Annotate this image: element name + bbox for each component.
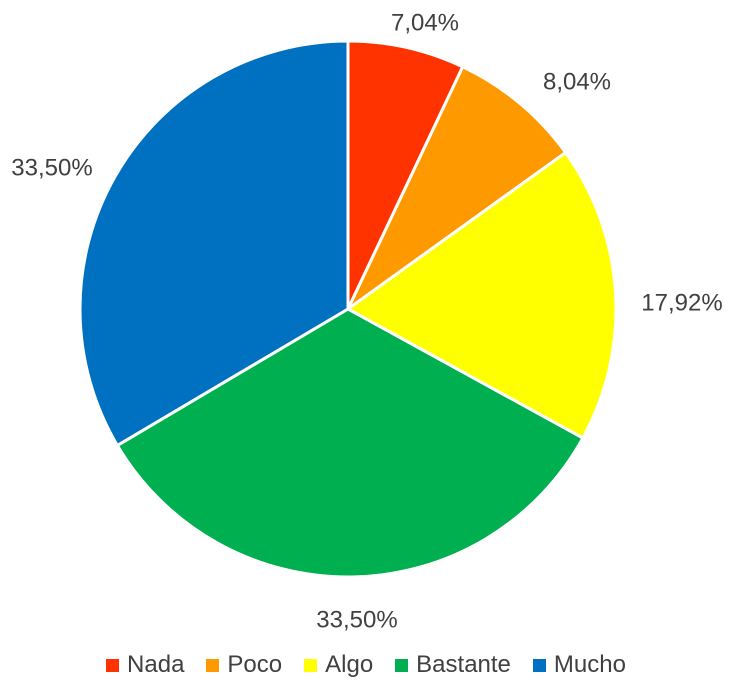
legend-item-bastante: Bastante [395, 651, 511, 679]
data-label-nada: 7,04% [391, 9, 459, 36]
data-label-bastante: 33,50% [316, 606, 397, 633]
legend-label: Algo [325, 651, 374, 678]
data-label-mucho: 33,50% [11, 154, 92, 181]
legend-item-algo: Algo [304, 651, 373, 679]
pie-chart-canvas: 7,04% 8,04% 17,92% 33,50% 33,50% [11, 9, 722, 633]
legend-item-poco: Poco [206, 651, 282, 679]
pie-slice-nada [346, 39, 465, 310]
pie-slice-poco [346, 64, 568, 311]
legend-swatch [532, 658, 546, 672]
legend-label: Poco [227, 651, 283, 678]
legend-item-mucho: Mucho [532, 651, 626, 679]
legend-label: Bastante [416, 651, 511, 678]
legend-label: Nada [127, 651, 185, 678]
legend-swatch [206, 658, 220, 672]
data-label-algo: 17,92% [641, 289, 722, 316]
pie-slice-algo [345, 150, 618, 441]
legend-swatch [304, 658, 318, 672]
legend-swatch [395, 658, 409, 672]
legend: Nada Poco Algo Bastante Mucho [0, 648, 732, 682]
legend-item-nada: Nada [106, 651, 184, 679]
data-label-poco: 8,04% [543, 68, 611, 95]
pie-slice-bastante [115, 307, 585, 579]
pie-slice-mucho [78, 39, 350, 448]
legend-swatch [106, 658, 120, 672]
legend-label: Mucho [553, 651, 626, 678]
